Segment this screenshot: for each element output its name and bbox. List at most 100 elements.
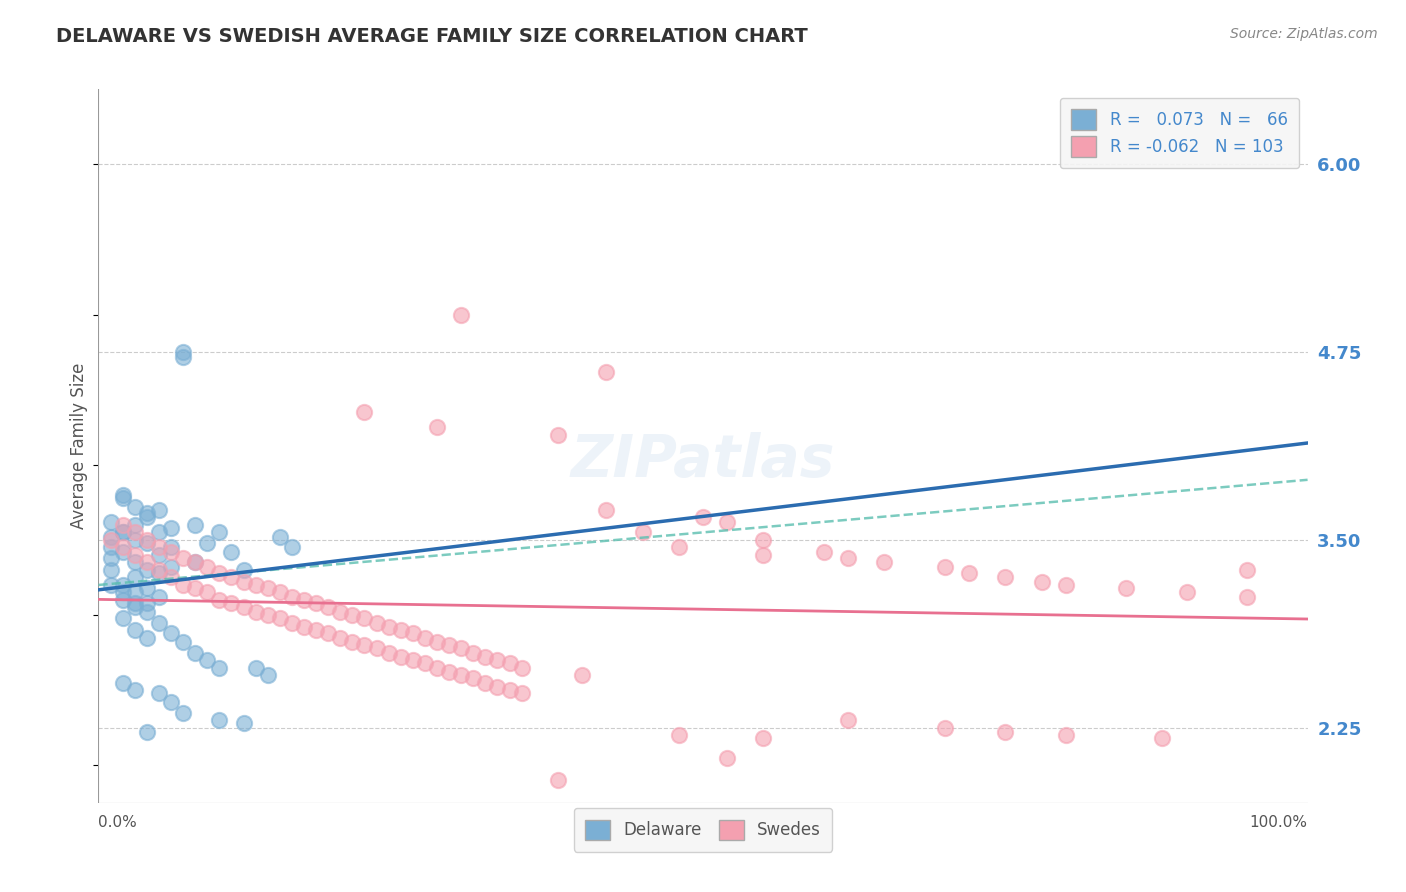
Swedes <box>1175 585 1198 599</box>
Swedes <box>377 620 399 634</box>
Swedes <box>510 660 533 674</box>
Swedes <box>994 570 1017 584</box>
Swedes <box>281 590 304 604</box>
Swedes <box>135 533 157 547</box>
Swedes <box>752 731 775 746</box>
Swedes <box>184 581 207 595</box>
Swedes <box>269 585 291 599</box>
Swedes <box>510 686 533 700</box>
Swedes <box>463 646 485 660</box>
Swedes <box>316 626 339 640</box>
Delaware <box>269 530 291 544</box>
Swedes <box>752 533 775 547</box>
Swedes <box>148 563 170 577</box>
Swedes <box>292 593 315 607</box>
Delaware <box>100 563 122 577</box>
Delaware <box>184 556 207 570</box>
Swedes <box>172 578 194 592</box>
Delaware <box>124 517 146 532</box>
Delaware <box>160 521 183 535</box>
Delaware <box>221 545 243 559</box>
Swedes <box>208 566 231 580</box>
Swedes <box>474 650 496 665</box>
Swedes <box>342 607 364 622</box>
Text: 0.0%: 0.0% <box>98 814 138 830</box>
Swedes <box>426 420 449 434</box>
Swedes <box>232 600 254 615</box>
Delaware <box>135 596 157 610</box>
Delaware <box>124 585 146 599</box>
Swedes <box>342 635 364 649</box>
Swedes <box>353 611 375 625</box>
Delaware <box>124 596 146 610</box>
Swedes <box>631 525 654 540</box>
Text: 100.0%: 100.0% <box>1250 814 1308 830</box>
Swedes <box>486 653 509 667</box>
Swedes <box>305 623 328 637</box>
Delaware <box>124 533 146 547</box>
Swedes <box>413 656 436 670</box>
Swedes <box>232 574 254 589</box>
Swedes <box>124 548 146 562</box>
Swedes <box>1236 590 1258 604</box>
Delaware <box>281 541 304 555</box>
Delaware <box>135 536 157 550</box>
Delaware <box>232 716 254 731</box>
Swedes <box>1054 578 1077 592</box>
Delaware <box>256 668 278 682</box>
Delaware <box>111 525 134 540</box>
Swedes <box>135 556 157 570</box>
Swedes <box>813 545 835 559</box>
Swedes <box>474 675 496 690</box>
Swedes <box>292 620 315 634</box>
Delaware <box>100 578 122 592</box>
Delaware <box>232 563 254 577</box>
Swedes <box>716 750 738 764</box>
Swedes <box>172 550 194 565</box>
Delaware <box>124 683 146 698</box>
Swedes <box>195 560 218 574</box>
Delaware <box>111 578 134 592</box>
Swedes <box>221 570 243 584</box>
Text: Source: ZipAtlas.com: Source: ZipAtlas.com <box>1230 27 1378 41</box>
Delaware <box>124 500 146 514</box>
Swedes <box>245 605 267 619</box>
Delaware <box>100 541 122 555</box>
Swedes <box>837 550 859 565</box>
Swedes <box>1031 574 1053 589</box>
Swedes <box>366 641 388 656</box>
Delaware <box>100 515 122 529</box>
Swedes <box>1236 563 1258 577</box>
Delaware <box>195 653 218 667</box>
Swedes <box>450 308 472 322</box>
Swedes <box>377 646 399 660</box>
Swedes <box>486 680 509 694</box>
Swedes <box>934 560 956 574</box>
Text: ZIPatlas: ZIPatlas <box>571 432 835 489</box>
Delaware <box>148 615 170 630</box>
Swedes <box>437 665 460 679</box>
Swedes <box>195 585 218 599</box>
Delaware <box>148 503 170 517</box>
Delaware <box>111 593 134 607</box>
Delaware <box>160 695 183 709</box>
Swedes <box>160 545 183 559</box>
Swedes <box>994 725 1017 739</box>
Swedes <box>305 596 328 610</box>
Swedes <box>208 593 231 607</box>
Swedes <box>837 713 859 727</box>
Delaware <box>111 585 134 599</box>
Delaware <box>111 491 134 505</box>
Swedes <box>100 533 122 547</box>
Delaware <box>172 350 194 364</box>
Delaware <box>135 581 157 595</box>
Swedes <box>402 626 425 640</box>
Swedes <box>426 660 449 674</box>
Swedes <box>668 541 690 555</box>
Swedes <box>463 671 485 685</box>
Delaware <box>208 713 231 727</box>
Delaware <box>172 635 194 649</box>
Delaware <box>124 556 146 570</box>
Swedes <box>957 566 980 580</box>
Swedes <box>281 615 304 630</box>
